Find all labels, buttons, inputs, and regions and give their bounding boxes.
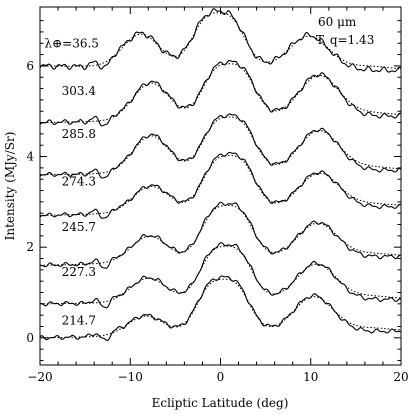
y-tick-label: 2 [26,240,34,254]
series-label-285.8: 285.8 [62,127,96,141]
x-tick-label: 20 [393,370,408,384]
x-tick-label: −20 [27,370,52,384]
series-labels: 214.7 227.3 245.7 274.3 285.8 303.4 λ⊕=36.5 [45,36,99,327]
observed-curve-214.7 [39,275,402,342]
series-label-245.7: 245.7 [62,220,96,234]
series-label-303.4: 303.4 [62,84,97,98]
x-tick-label: 0 [217,370,225,384]
y-tick-label: 6 [26,59,34,73]
model-curve-285.8 [39,116,402,176]
observed-curve-274.3 [39,151,402,219]
observed-curve-285.8 [39,113,402,179]
series-label-274.3: 274.3 [62,174,96,188]
model-curve-36.5 [39,12,402,70]
series-label-214.7: 214.7 [62,314,96,328]
series-label-36.5: λ⊕=36.5 [45,36,99,50]
observed-curve-245.7 [39,201,402,269]
x-axis-label: Ecliptic Latitude (deg) [152,396,289,410]
model-curve-303.4 [39,63,402,124]
observed-curve-36.5 [39,8,402,73]
wavelength-annotation: 60 μm [318,15,357,29]
model-curve-214.7 [39,278,402,339]
observed-curve-227.3 [39,242,402,309]
y-tick-label: 4 [26,150,34,164]
model-curve-245.7 [39,204,402,266]
model-curve-227.3 [39,245,402,305]
observed-curve-303.4 [39,59,402,127]
series-curves [39,8,402,342]
y-tick-label: 0 [26,331,34,345]
model-annotation: T, q=1.43 [316,33,374,47]
y-axis-label: Intensity (MJy/Sr) [3,132,17,241]
series-label-227.3: 227.3 [62,265,96,279]
x-tick-label: 10 [303,370,318,384]
x-tick-label: −10 [118,370,143,384]
